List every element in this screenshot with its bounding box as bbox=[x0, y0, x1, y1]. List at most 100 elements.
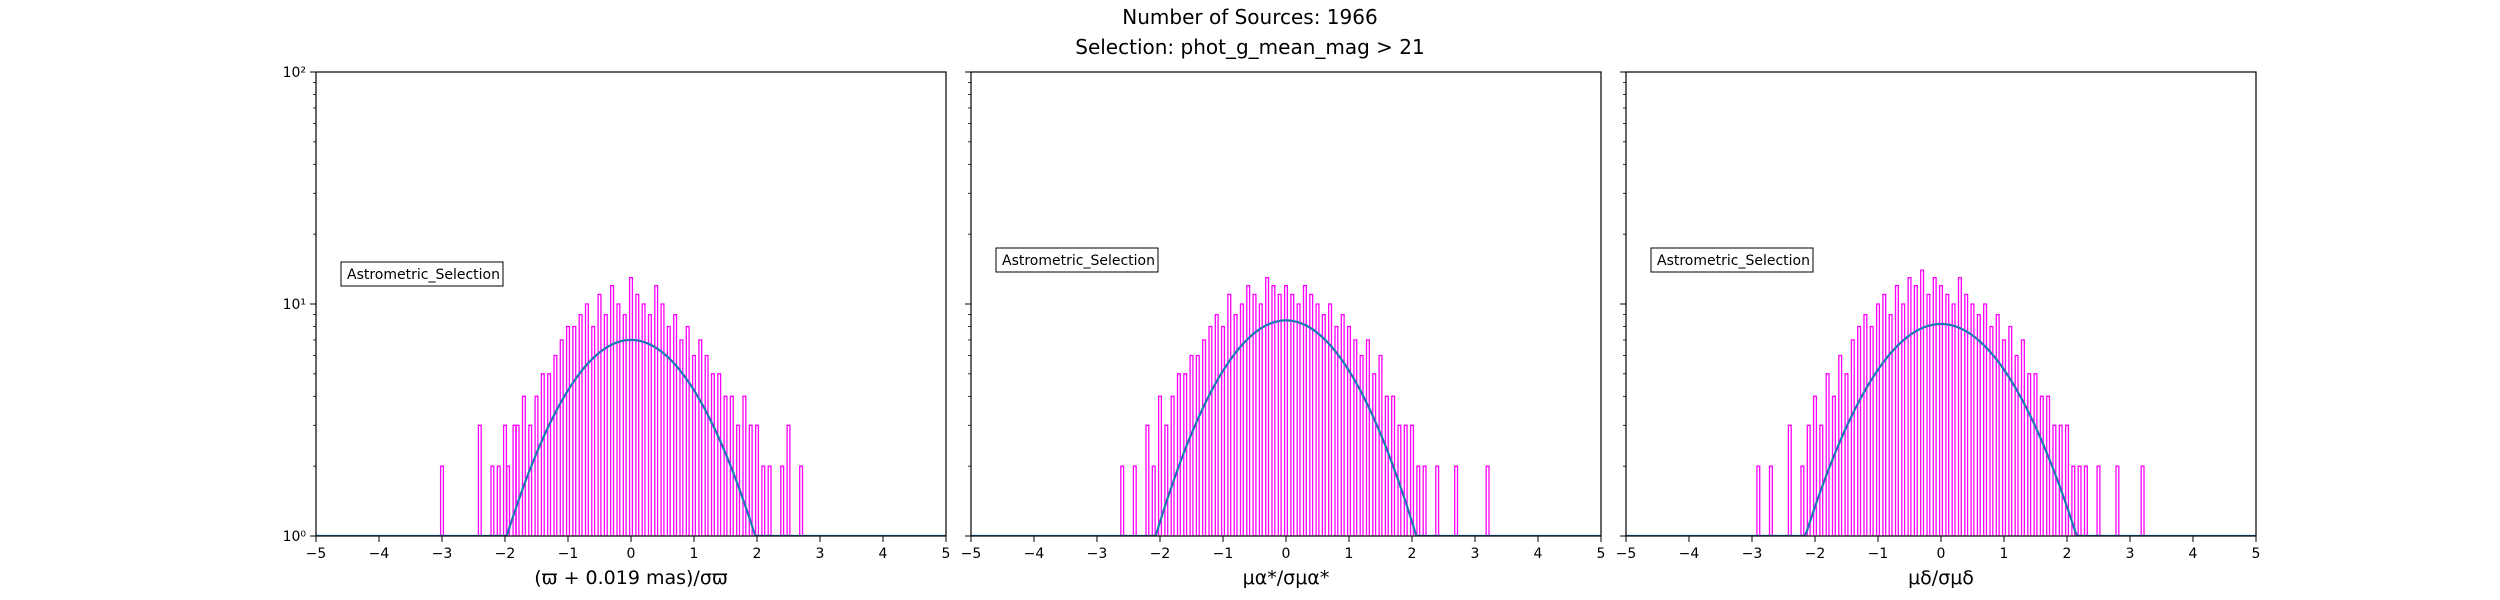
x-tick-label: 2 bbox=[753, 546, 762, 562]
x-tick-label: 3 bbox=[1471, 546, 1480, 562]
histogram-bin bbox=[1309, 293, 1314, 536]
histogram-bin bbox=[1901, 303, 1906, 536]
histogram-bin bbox=[2077, 465, 2082, 536]
figure-title-line-1: Number of Sources: 1966 bbox=[1122, 5, 1377, 29]
histogram-bin bbox=[2027, 373, 2032, 536]
x-tick-label: −3 bbox=[432, 546, 453, 562]
histogram-bin bbox=[1812, 395, 1818, 536]
histogram-bin bbox=[616, 303, 621, 536]
histogram-bin bbox=[1768, 465, 1773, 536]
subplot-3: −5 −4 −3 −2 −1 0 1 2 3 4 5 μδ/σμδ Astrometric_Select… bbox=[1616, 71, 2261, 589]
histogram-bin bbox=[1391, 395, 1396, 536]
histogram-bin bbox=[591, 325, 596, 536]
legend-label: Astrometric_Selection bbox=[1002, 253, 1155, 269]
histogram-bin bbox=[1831, 395, 1836, 536]
histogram-bin bbox=[1372, 373, 1377, 536]
histogram-bin bbox=[584, 303, 589, 536]
x-axis-label: (ϖ + 0.019 mas)/σϖ bbox=[534, 567, 728, 589]
legend-box bbox=[340, 261, 504, 287]
x-tick-label: 0 bbox=[1937, 546, 1946, 562]
x-tick-label: 4 bbox=[879, 546, 888, 562]
gaussian-fit-curve bbox=[316, 338, 946, 536]
histogram-bin bbox=[767, 465, 772, 536]
legend-label: Astrometric_Selection bbox=[1657, 253, 1810, 269]
histogram-bin bbox=[540, 373, 545, 536]
histogram-bin bbox=[660, 303, 665, 536]
histogram-bin bbox=[1787, 424, 1792, 536]
subplot-1: −5 −4 −3 −2 −1 0 1 2 3 4 5 10⁰ 10¹ 10² (ϖ + 0.019 mas)… bbox=[283, 65, 951, 589]
histogram-bin bbox=[1145, 424, 1150, 536]
histogram-bin bbox=[1283, 284, 1289, 536]
histogram-bin bbox=[742, 395, 747, 536]
histogram-bin bbox=[1907, 276, 1912, 536]
histogram-bin bbox=[717, 373, 722, 536]
histogram-bin bbox=[761, 465, 766, 536]
histogram-bin bbox=[1957, 276, 1962, 536]
histogram-bin bbox=[1346, 325, 1352, 536]
histogram-bin bbox=[1227, 293, 1232, 536]
histogram-bin bbox=[1340, 313, 1345, 536]
x-tick-label: −2 bbox=[1805, 546, 1826, 562]
histogram-bin bbox=[641, 303, 646, 536]
gaussian-fit-curve bbox=[1626, 322, 2256, 536]
histogram-bin bbox=[1189, 354, 1194, 536]
histogram-bin bbox=[1120, 465, 1125, 536]
histogram-bin bbox=[1951, 303, 1956, 536]
gaussian-fit-curve bbox=[971, 319, 1601, 536]
x-tick-label: 5 bbox=[2252, 546, 2261, 562]
axes-frame bbox=[970, 71, 1602, 537]
x-tick-label: 4 bbox=[2189, 546, 2198, 562]
histogram-bin bbox=[1976, 313, 1981, 536]
histogram-bin bbox=[2014, 354, 2019, 536]
histogram-bin bbox=[698, 339, 703, 536]
x-tick-label: −4 bbox=[369, 546, 390, 562]
histogram-bin bbox=[1252, 293, 1257, 536]
histogram-bin bbox=[1844, 373, 1849, 536]
legend-box bbox=[995, 247, 1159, 273]
x-tick-label: −5 bbox=[1616, 546, 1637, 562]
histogram-bin bbox=[1157, 395, 1163, 536]
legend-label: Astrometric_Selection bbox=[347, 267, 500, 283]
histogram-bin bbox=[1246, 284, 1251, 536]
histogram-bin bbox=[1176, 373, 1181, 536]
histogram-bin bbox=[2046, 395, 2051, 536]
histogram-bin bbox=[1863, 313, 1868, 536]
histogram-bin bbox=[1485, 465, 1490, 536]
x-tick-label: 4 bbox=[1534, 546, 1543, 562]
histogram-bin bbox=[786, 424, 791, 536]
histogram-bin bbox=[1416, 465, 1421, 536]
histogram-bin bbox=[1932, 276, 1937, 536]
histogram-bin bbox=[1202, 339, 1207, 536]
histogram-bin bbox=[1983, 303, 1988, 536]
histogram-bin bbox=[1220, 325, 1226, 536]
histogram-bin bbox=[2039, 395, 2044, 536]
x-tick-label: −1 bbox=[1868, 546, 1889, 562]
histogram-bin bbox=[553, 354, 558, 536]
histogram-bin bbox=[799, 465, 804, 536]
histogram-bin bbox=[1233, 313, 1238, 536]
histogram-bin bbox=[1258, 303, 1263, 536]
histogram-bin bbox=[685, 325, 690, 536]
x-tick-label: 0 bbox=[1282, 546, 1291, 562]
histogram-bin bbox=[528, 424, 533, 536]
histogram-bin bbox=[1756, 465, 1761, 536]
histogram-bin bbox=[2033, 373, 2038, 536]
histogram-bin bbox=[754, 424, 760, 536]
histogram-bin bbox=[490, 465, 495, 536]
histogram-bin bbox=[780, 465, 785, 536]
x-tick-label: −4 bbox=[1679, 546, 1700, 562]
histogram-bin bbox=[1315, 303, 1320, 536]
histogram-bin bbox=[1920, 269, 1925, 536]
x-tick-label: 5 bbox=[942, 546, 951, 562]
x-tick-label: 0 bbox=[627, 546, 636, 562]
histogram-bin bbox=[1806, 424, 1811, 536]
histogram-bin bbox=[1208, 325, 1213, 536]
x-tick-label: 1 bbox=[1345, 546, 1354, 562]
histogram-bin bbox=[635, 293, 640, 536]
histogram-bin bbox=[521, 395, 526, 536]
histogram-bin bbox=[1869, 325, 1874, 536]
x-tick-label: 2 bbox=[1408, 546, 1417, 562]
histogram-bin bbox=[2001, 339, 2007, 536]
histogram-bin bbox=[1819, 424, 1824, 536]
histogram-bin bbox=[1403, 424, 1408, 536]
